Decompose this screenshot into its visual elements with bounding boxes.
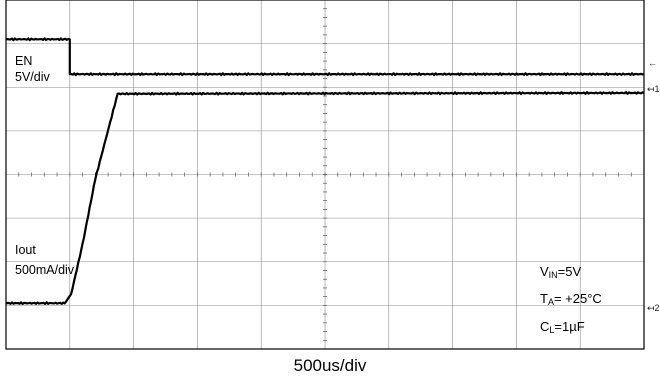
vin-value: =5V <box>557 264 582 279</box>
grid <box>6 0 644 349</box>
channel1-marker-number: 1 <box>654 84 660 94</box>
cl-condition: CL=1µF <box>540 319 585 335</box>
en-channel-name: EN <box>15 54 33 68</box>
ta-subscript: A <box>547 297 554 307</box>
vin-condition: VIN=5V <box>540 264 581 280</box>
en-channel-scale: 5V/div <box>15 70 50 84</box>
plot-frame <box>5 0 645 350</box>
channel2-marker-arrow: ↤ <box>647 303 655 313</box>
ta-symbol: T <box>540 291 548 306</box>
ta-condition: TA= +25°C <box>540 291 602 307</box>
vin-symbol: V <box>540 264 549 279</box>
en-trace <box>5 37 645 77</box>
ta-value: = +25°C <box>553 291 602 306</box>
x-axis-label: 500us/div <box>293 356 367 375</box>
channel2-marker-number: 2 <box>654 303 660 313</box>
traces <box>5 37 645 306</box>
cl-subscript: L <box>549 325 555 335</box>
iout-trace <box>5 91 645 306</box>
iout-channel-scale: 500mA/div <box>15 263 75 277</box>
vin-subscript: IN <box>548 270 558 280</box>
cl-symbol: C <box>540 319 550 334</box>
cl-value: =1µF <box>554 319 585 334</box>
channel2-marker-icon: ↤2 <box>647 303 660 314</box>
channel1-marker-icon: ↤1 <box>647 84 660 95</box>
channel1-marker-arrow: ↤ <box>647 84 655 94</box>
iout-channel-name: Iout <box>15 243 36 257</box>
trigger-marker-icon: ← <box>648 58 657 68</box>
